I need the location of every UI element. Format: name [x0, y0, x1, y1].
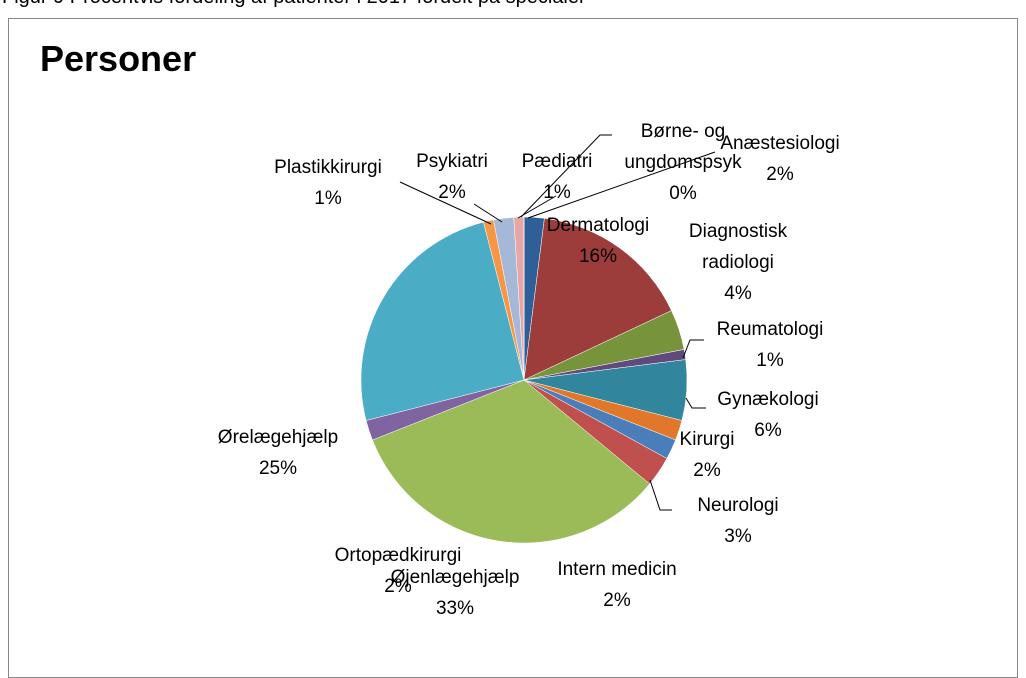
label-name: Psykiatri — [416, 151, 488, 172]
label-value: 3% — [724, 526, 752, 547]
label-value: 16% — [578, 246, 618, 267]
data-label: Ørelægehjælp 25% — [193, 422, 363, 484]
label-value: 6% — [754, 420, 782, 441]
label-value: 1% — [314, 188, 342, 209]
label-value: 2% — [603, 590, 631, 611]
pie-slice — [372, 379, 650, 544]
chart — [360, 134, 716, 544]
data-label: Reumatologi 1% — [695, 314, 845, 376]
label-name: Gynækologi — [717, 389, 819, 410]
label-value: 33% — [435, 598, 475, 619]
leader-line — [517, 195, 557, 219]
data-label: Anæstesiologi 2% — [700, 128, 860, 190]
leader-line — [682, 339, 704, 359]
data-label: Ortopædkirurgi 2% — [318, 540, 478, 602]
label-name: Øjenlægehjælp — [390, 567, 520, 588]
label-name: Dermatologi — [546, 215, 650, 236]
label-name: Ortopædkirurgi — [334, 545, 462, 566]
data-label: Pædiatri 1% — [512, 146, 602, 208]
label-name: Neurologi — [697, 495, 779, 516]
label-name: Reumatologi — [716, 319, 824, 340]
label-value: 2% — [693, 460, 721, 481]
leader-line — [649, 479, 672, 511]
data-label: Intern medicin 2% — [532, 554, 702, 616]
data-label: Diagnostisk radiologi 4% — [673, 216, 803, 309]
label-value: 1% — [543, 182, 571, 203]
label-value: 2% — [384, 576, 412, 597]
data-label: Gynækologi 6% — [698, 384, 838, 446]
data-label: Plastikkirurgi 1% — [248, 152, 408, 214]
label-value: 1% — [756, 350, 784, 371]
label-value: 2% — [766, 164, 794, 185]
data-label: Kirurgi 2% — [667, 424, 747, 486]
pie-slice — [360, 221, 525, 421]
label-value: 0% — [669, 183, 697, 204]
label-name: Intern medicin — [557, 559, 677, 580]
label-value: 4% — [724, 283, 752, 304]
label-name: Ørelægehjælp — [217, 427, 339, 448]
data-label: Dermatologi 16% — [528, 210, 668, 272]
leader-line — [685, 397, 706, 409]
leader-line — [399, 181, 492, 225]
leader-line — [520, 134, 612, 218]
leader-line — [473, 203, 503, 223]
leader-line — [527, 151, 716, 219]
data-label: Børne- og ungdomspsyk 0% — [618, 116, 748, 209]
data-label: Øjenlægehjælp 33% — [375, 562, 535, 624]
label-name: Børne- og ungdomspsyk — [624, 121, 742, 173]
label-name: Anæstesiologi — [720, 133, 840, 154]
caption: Figur 9 Procentvis fordeling af patiente… — [2, 0, 586, 9]
label-value: 25% — [258, 458, 298, 479]
label-name: Pædiatri — [521, 151, 593, 172]
label-name: Diagnostisk radiologi — [688, 221, 788, 273]
chart-title: Personer — [40, 38, 197, 79]
data-label: Neurologi 3% — [678, 490, 798, 552]
label-name: Plastikkirurgi — [274, 157, 382, 178]
pie-slice — [523, 218, 672, 381]
label-name: Kirurgi — [679, 429, 735, 450]
data-label: Psykiatri 2% — [402, 146, 502, 208]
label-value: 2% — [438, 182, 466, 203]
